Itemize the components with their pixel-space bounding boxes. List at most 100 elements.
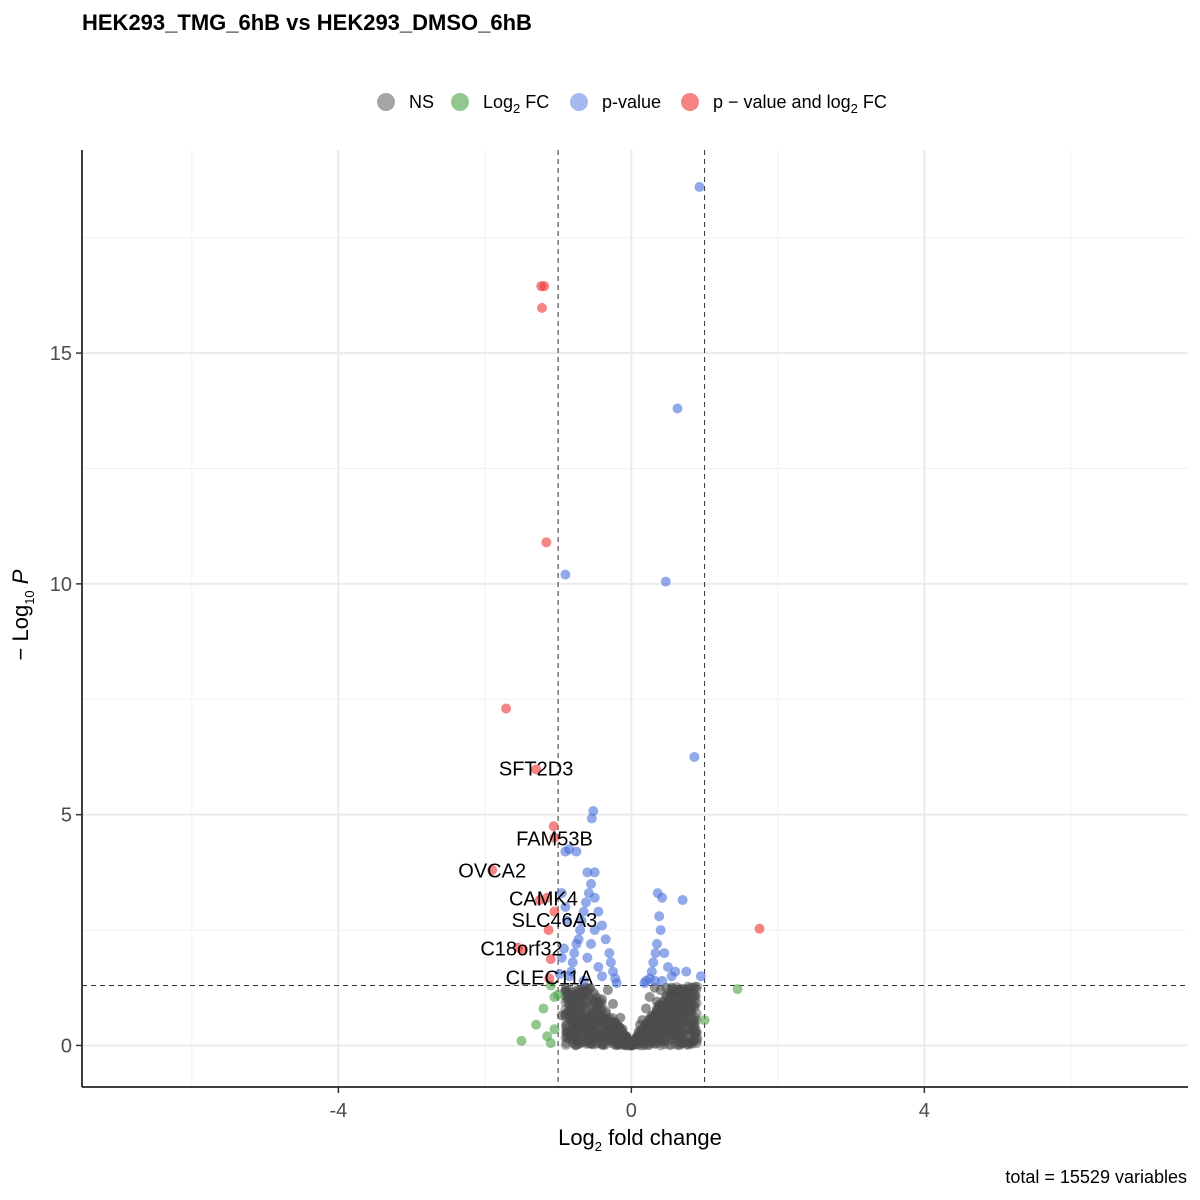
y-axis-title-sub: 10 bbox=[22, 590, 37, 604]
point-pfc bbox=[549, 906, 560, 917]
point-p bbox=[558, 943, 569, 954]
series-fc bbox=[516, 980, 743, 1049]
point-ns bbox=[604, 1024, 615, 1035]
gene-label: SLC46A3 bbox=[512, 910, 598, 932]
point-pfc bbox=[487, 865, 498, 876]
point-pfc bbox=[542, 892, 553, 903]
point-p bbox=[582, 952, 593, 963]
ns-point bbox=[690, 990, 701, 1001]
gene-label: C18orf32 bbox=[480, 939, 562, 961]
ns-point bbox=[689, 1016, 700, 1027]
chart-title: HEK293_TMG_6hB vs HEK293_DMSO_6hB bbox=[82, 10, 532, 35]
point-p bbox=[578, 975, 589, 986]
legend-fc-key bbox=[451, 93, 469, 111]
ns-point bbox=[673, 1036, 684, 1047]
ns-point bbox=[686, 982, 697, 993]
point-p bbox=[560, 569, 571, 580]
point-ns bbox=[578, 1001, 589, 1012]
point-p bbox=[611, 978, 622, 989]
point-pfc bbox=[541, 537, 552, 548]
point-p bbox=[672, 403, 683, 414]
ns-point bbox=[691, 998, 702, 1009]
grid-major bbox=[82, 150, 1188, 1087]
x-axis-title-rest: fold change bbox=[602, 1125, 722, 1150]
point-p bbox=[578, 906, 589, 917]
ns-point bbox=[639, 1038, 650, 1049]
ns-point bbox=[686, 987, 697, 998]
ns-point bbox=[581, 1038, 592, 1049]
point-p bbox=[556, 952, 567, 963]
ns-point bbox=[689, 990, 700, 1001]
point-p bbox=[657, 975, 668, 986]
point-p bbox=[554, 968, 565, 979]
ns-point bbox=[688, 982, 699, 993]
gene-label: SFT2D3 bbox=[499, 759, 573, 781]
point-ns bbox=[686, 1005, 697, 1016]
point-ns bbox=[591, 1033, 602, 1044]
point-p bbox=[561, 915, 572, 926]
y-tick-label: 10 bbox=[50, 574, 72, 596]
point-p bbox=[662, 961, 673, 972]
point-ns bbox=[646, 1010, 657, 1021]
point-p bbox=[564, 971, 575, 982]
ns-point bbox=[598, 1038, 609, 1049]
x-axis-title-sub: 2 bbox=[595, 1139, 602, 1154]
point-ns bbox=[662, 998, 673, 1009]
series-p bbox=[554, 181, 706, 989]
point-ns bbox=[683, 1024, 694, 1035]
x-tick-label: 4 bbox=[919, 1100, 930, 1122]
point-ns bbox=[640, 1003, 651, 1014]
point-fc bbox=[549, 1024, 560, 1035]
ns-point bbox=[598, 1030, 609, 1041]
point-ns bbox=[608, 998, 619, 1009]
caption: total = 15529 variables bbox=[1005, 1167, 1187, 1187]
point-fc bbox=[538, 1003, 549, 1014]
point-ns bbox=[573, 1035, 584, 1046]
point-pfc bbox=[545, 954, 556, 965]
point-ns bbox=[593, 1021, 604, 1032]
ns-point bbox=[690, 992, 701, 1003]
point-p bbox=[593, 961, 604, 972]
point-p bbox=[660, 576, 671, 587]
point-p bbox=[681, 966, 692, 977]
y-tick-label: 0 bbox=[61, 1035, 72, 1057]
legend-p-label: p-value bbox=[602, 92, 661, 112]
point-ns bbox=[620, 1031, 631, 1042]
point-pfc bbox=[544, 973, 555, 984]
point-p bbox=[586, 938, 597, 949]
point-fc bbox=[531, 1019, 542, 1030]
point-ns bbox=[639, 1031, 650, 1042]
point-p bbox=[677, 895, 688, 906]
ns-point bbox=[673, 1039, 684, 1050]
point-p bbox=[589, 867, 600, 878]
point-pfc bbox=[543, 925, 554, 936]
point-pfc bbox=[549, 832, 560, 843]
ns-point bbox=[676, 1038, 687, 1049]
point-p bbox=[670, 966, 681, 977]
point-ns bbox=[681, 996, 692, 1007]
ns-point bbox=[657, 1017, 668, 1028]
point-p bbox=[694, 181, 705, 192]
ns-point bbox=[670, 1039, 681, 1050]
point-pfc bbox=[548, 821, 559, 832]
point-ns bbox=[567, 1008, 578, 1019]
ns-point bbox=[691, 984, 702, 995]
point-ns bbox=[677, 985, 688, 996]
point-ns bbox=[651, 996, 662, 1007]
ns-point bbox=[674, 1040, 685, 1051]
point-ns bbox=[569, 1024, 580, 1035]
x-tick-label: -4 bbox=[329, 1100, 347, 1122]
point-p bbox=[571, 846, 582, 857]
ns-point bbox=[686, 987, 697, 998]
point-ns bbox=[671, 994, 682, 1005]
legend-p-key bbox=[570, 93, 588, 111]
point-ns bbox=[644, 991, 655, 1002]
point-p bbox=[655, 925, 666, 936]
ns-point bbox=[691, 1015, 702, 1026]
point-ns bbox=[575, 1017, 586, 1028]
point-ns bbox=[649, 982, 660, 993]
ns-point bbox=[656, 1018, 667, 1029]
ns-point bbox=[560, 1040, 571, 1051]
